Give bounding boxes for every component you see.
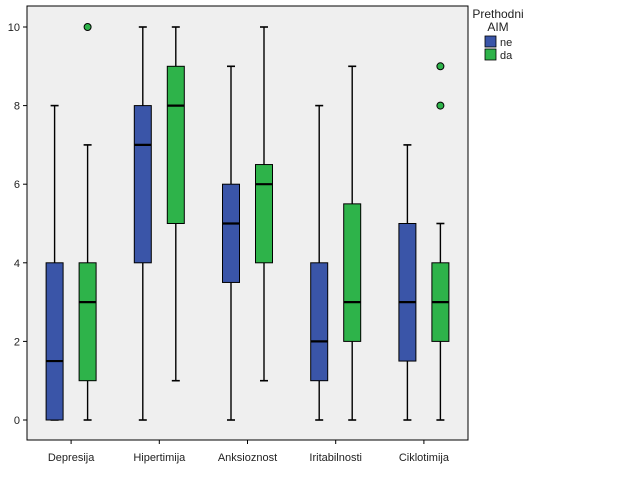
y-tick-label: 0 (14, 415, 20, 427)
box-ne-depresija (45, 104, 64, 421)
legend-label-da: da (500, 50, 513, 62)
outlier-point (83, 23, 92, 31)
box-iqr (166, 65, 185, 224)
box-series-group (45, 23, 450, 421)
plot-area (26, 5, 469, 441)
box-da-depresija (78, 23, 97, 421)
box-ne-hipertimija (133, 26, 152, 421)
box-iqr (310, 262, 329, 382)
legend-title-line-2: AIM (487, 20, 508, 34)
box-da-anksioznost (255, 26, 273, 382)
box-iqr (78, 262, 97, 382)
y-axis: 0 2 4 6 8 10 (8, 22, 27, 427)
legend-swatch-da (484, 48, 497, 61)
y-tick-label: 2 (14, 336, 20, 348)
legend-label-ne: ne (500, 37, 512, 49)
y-tick-label: 6 (14, 179, 20, 191)
category-label-iritabilnosti: Iritabilnosti (309, 452, 362, 464)
outlier-point (436, 101, 445, 110)
legend: Prethodni AIM ne da (472, 7, 523, 62)
box-iqr (45, 262, 64, 421)
box-ne-anksioznost (222, 65, 240, 421)
category-label-anksioznost: Anksioznost (218, 452, 277, 464)
category-label-ciklotimija: Ciklotimija (399, 452, 450, 464)
outlier-point (436, 62, 445, 71)
box-da-iritabilnosti (343, 65, 362, 421)
y-tick-label: 10 (8, 22, 20, 34)
box-ne-iritabilnosti (310, 104, 329, 421)
box-iqr (343, 203, 362, 342)
box-iqr (398, 223, 417, 362)
box-da-ciklotimija (431, 62, 450, 421)
x-axis: Depresija Hipertimija Anksioznost Iritabiln… (48, 440, 450, 464)
category-label-depresija: Depresija (48, 452, 95, 464)
legend-swatch-ne (484, 35, 497, 48)
legend-title-line-1: Prethodni (472, 7, 523, 21)
box-iqr (255, 164, 273, 264)
box-iqr (222, 183, 240, 283)
y-tick-label: 4 (14, 258, 20, 270)
category-label-hipertimija: Hipertimija (133, 452, 186, 464)
box-iqr (133, 105, 152, 264)
box-da-hipertimija (166, 26, 185, 382)
box-ne-ciklotimija (398, 144, 417, 421)
y-tick-label: 8 (14, 101, 20, 113)
